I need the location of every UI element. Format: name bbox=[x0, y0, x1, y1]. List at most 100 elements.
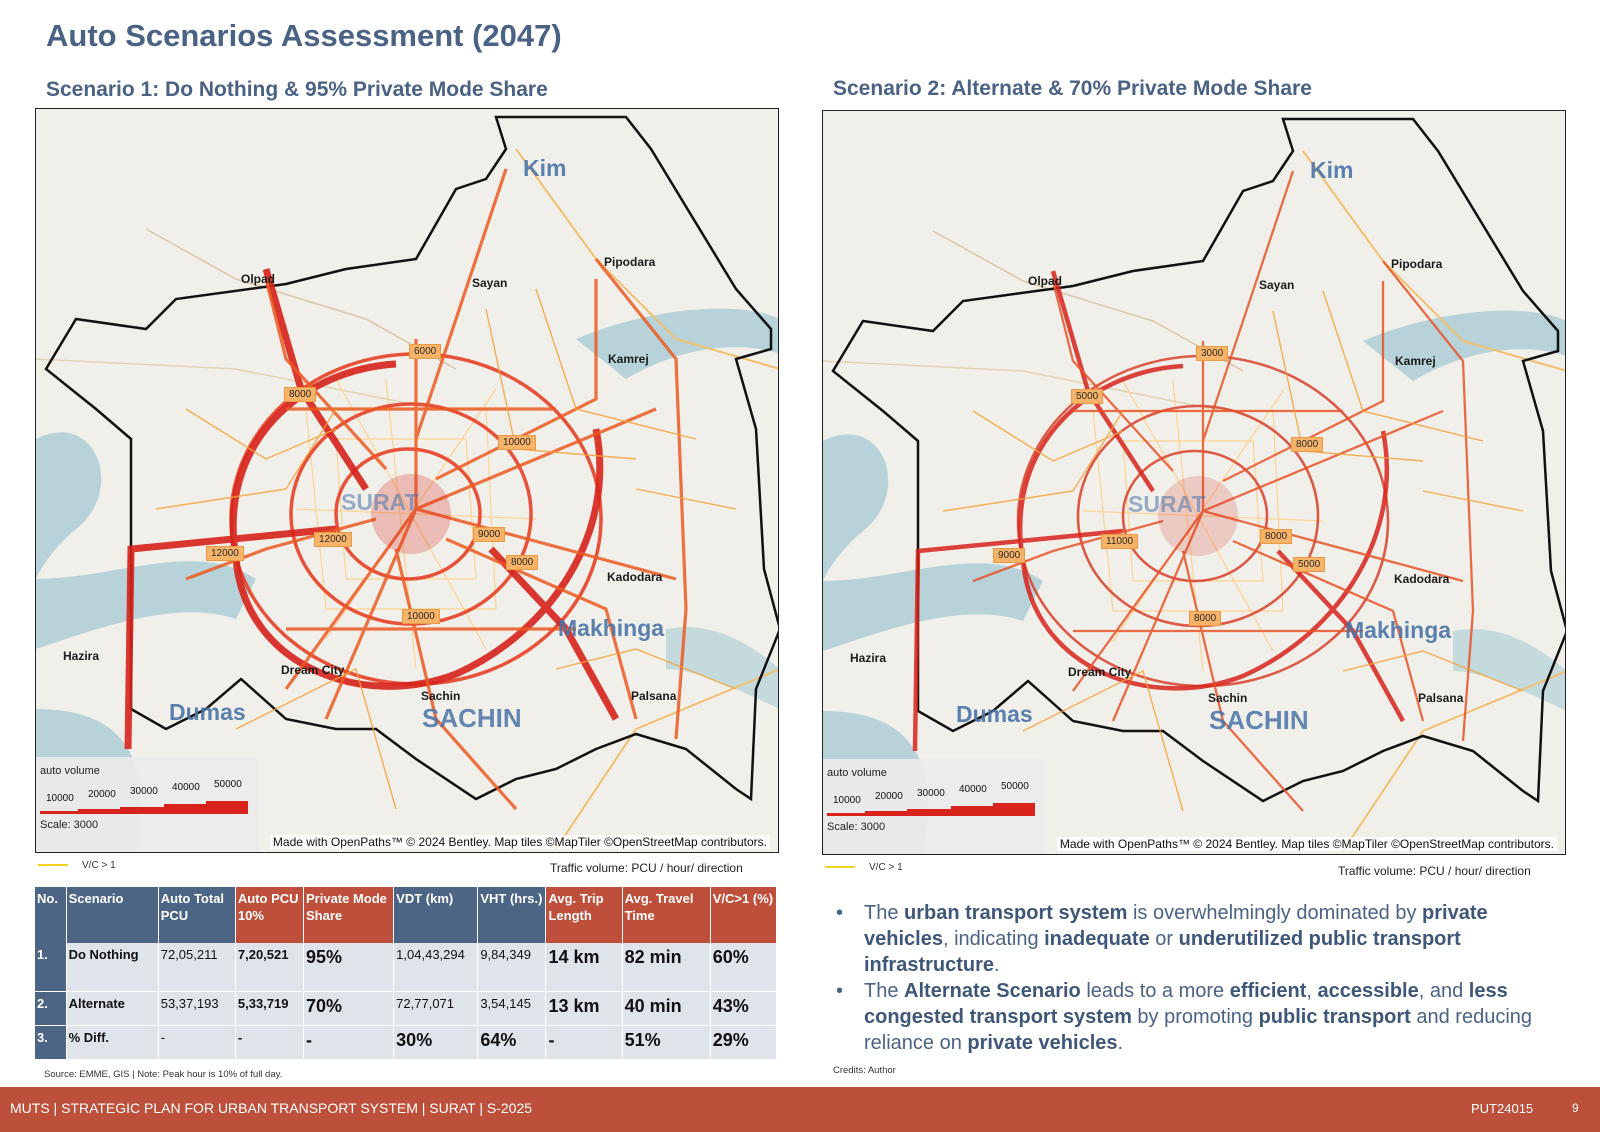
table-row: 3. % Diff. - - - 30% 64% - 51% 29% bbox=[35, 1025, 778, 1060]
map1-label-sayan: Sayan bbox=[472, 276, 508, 290]
map2-legend: auto volume 10000 20000 30000 40000 5000… bbox=[823, 759, 1045, 854]
legend-step: 20000 bbox=[88, 789, 116, 800]
map2-label-olpad: Olpad bbox=[1028, 274, 1063, 288]
table-row: 2. Alternate 53,37,193 5,33,719 70% 72,7… bbox=[35, 991, 778, 1026]
map2-label-kadodara: Kadodara bbox=[1394, 572, 1450, 586]
col-private-mode-share: Private Mode Share bbox=[303, 887, 395, 943]
cell-avg-travel-time: 82 min bbox=[622, 943, 711, 992]
map2-volume-tag: 3000 bbox=[1196, 346, 1229, 361]
map2-label-hazira: Hazira bbox=[850, 651, 887, 665]
footer-bar: MUTS | STRATEGIC PLAN FOR URBAN TRANSPOR… bbox=[0, 1087, 1600, 1132]
legend-title: auto volume bbox=[827, 767, 887, 779]
map1-credit: Made with OpenPaths™ © 2024 Bentley. Map… bbox=[269, 835, 770, 849]
map1-label-pipodara: Pipodara bbox=[604, 255, 656, 269]
cell-no: 1. bbox=[35, 943, 67, 992]
map2-volume-tag: 5000 bbox=[1293, 557, 1326, 572]
map1-volume-tag: 12000 bbox=[314, 532, 352, 547]
legend-step: 20000 bbox=[875, 791, 903, 802]
cell-avg-trip-length: 14 km bbox=[545, 943, 623, 992]
map2-label-surat: SURAT bbox=[1128, 491, 1206, 517]
map2-label-sayan: Sayan bbox=[1259, 278, 1295, 292]
map1-volume-tag: 10000 bbox=[402, 609, 440, 624]
map1-volume-tag: 12000 bbox=[206, 546, 244, 561]
results-table: No. Scenario Auto Total PCU Auto PCU 10%… bbox=[35, 887, 778, 1060]
legend-step: 40000 bbox=[172, 782, 200, 793]
scenario2-map: Kim Olpad Sayan Pipodara Kamrej SURAT Ka… bbox=[822, 110, 1566, 855]
vc-label: V/C > 1 bbox=[82, 860, 116, 871]
map1-vc-legend: V/C > 1 bbox=[38, 860, 116, 871]
cell-vc: 29% bbox=[710, 1025, 778, 1060]
scenario2-heading: Scenario 2: Alternate & 70% Private Mode… bbox=[833, 77, 1312, 100]
vc-line-swatch bbox=[825, 866, 855, 869]
map1-volume-tag: 6000 bbox=[409, 344, 442, 359]
cell-auto-pcu-10: - bbox=[235, 1025, 305, 1060]
cell-auto-pcu-10: 5,33,719 bbox=[235, 991, 305, 1026]
footer-title: MUTS | STRATEGIC PLAN FOR URBAN TRANSPOR… bbox=[10, 1100, 533, 1116]
legend-step: 30000 bbox=[130, 786, 158, 797]
cell-vdt: 1,04,43,294 bbox=[393, 943, 479, 992]
cell-vdt: 72,77,071 bbox=[393, 991, 479, 1026]
legend-step: 10000 bbox=[46, 793, 74, 804]
map2-vc-legend: V/C > 1 bbox=[825, 862, 903, 873]
cell-auto-total-pcu: - bbox=[158, 1025, 236, 1060]
cell-avg-trip-length: - bbox=[545, 1025, 623, 1060]
col-scenario: Scenario bbox=[66, 887, 159, 943]
table-row: 1. Do Nothing 72,05,211 7,20,521 95% 1,0… bbox=[35, 943, 778, 992]
map2-label-dumas: Dumas bbox=[956, 701, 1033, 727]
map2-label-kamrej: Kamrej bbox=[1395, 354, 1436, 368]
scenario1-heading: Scenario 1: Do Nothing & 95% Private Mod… bbox=[46, 78, 548, 101]
cell-private-mode-share: 95% bbox=[303, 943, 395, 992]
map2-label-palsana: Palsana bbox=[1418, 691, 1464, 705]
cell-avg-travel-time: 40 min bbox=[622, 991, 711, 1026]
col-vht: VHT (hrs.) bbox=[477, 887, 547, 943]
legend-bars bbox=[40, 801, 248, 814]
map1-label-sachin-small: Sachin bbox=[421, 689, 461, 703]
map2-base bbox=[823, 111, 1565, 854]
map1-label-dumas: Dumas bbox=[169, 699, 246, 725]
legend-bars bbox=[827, 803, 1035, 816]
map2-scale: Scale: 3000 bbox=[827, 821, 886, 833]
map2-label-kim: Kim bbox=[1310, 157, 1354, 183]
map2-volume-tag: 8000 bbox=[1189, 611, 1222, 626]
cell-vht: 3,54,145 bbox=[477, 991, 547, 1026]
map2-label-sachin-small: Sachin bbox=[1208, 691, 1248, 705]
legend-step: 50000 bbox=[214, 779, 242, 790]
cell-vht: 64% bbox=[477, 1025, 547, 1060]
col-vc: V/C>1 (%) bbox=[710, 887, 778, 943]
legend-title: auto volume bbox=[40, 765, 100, 777]
cell-avg-trip-length: 13 km bbox=[545, 991, 623, 1026]
map1-label-kamrej: Kamrej bbox=[608, 352, 649, 366]
cell-vc: 60% bbox=[710, 943, 778, 992]
col-avg-trip-length: Avg. Trip Length bbox=[545, 887, 623, 943]
cell-auto-total-pcu: 53,37,193 bbox=[158, 991, 236, 1026]
map1-base bbox=[36, 109, 778, 852]
map2-label-dream-city: Dream City bbox=[1068, 665, 1132, 679]
findings-list: The urban transport system is overwhelmi… bbox=[833, 900, 1553, 1056]
vc-label: V/C > 1 bbox=[869, 862, 903, 873]
cell-vc: 43% bbox=[710, 991, 778, 1026]
map2-volume-tag: 8000 bbox=[1291, 437, 1324, 452]
map1-label-surat: SURAT bbox=[341, 489, 419, 515]
map1-volume-tag: 8000 bbox=[506, 555, 539, 570]
cell-avg-travel-time: 51% bbox=[622, 1025, 711, 1060]
cell-vdt: 30% bbox=[393, 1025, 479, 1060]
map2-volume-tag: 5000 bbox=[1071, 389, 1104, 404]
map1-legend: auto volume 10000 20000 30000 40000 5000… bbox=[36, 757, 258, 852]
page-number: 9 bbox=[1572, 1101, 1579, 1115]
credits-note: Credits: Author bbox=[833, 1065, 896, 1076]
cell-auto-total-pcu: 72,05,211 bbox=[158, 943, 236, 992]
finding-item: The urban transport system is overwhelmi… bbox=[833, 900, 1553, 978]
cell-auto-pcu-10: 7,20,521 bbox=[235, 943, 305, 992]
page-title: Auto Scenarios Assessment (2047) bbox=[46, 18, 562, 53]
map1-label-kadodara: Kadodara bbox=[607, 570, 663, 584]
cell-private-mode-share: 70% bbox=[303, 991, 395, 1026]
map1-label-sachin-big: SACHIN bbox=[422, 703, 522, 733]
map1-volume-tag: 8000 bbox=[284, 387, 317, 402]
scenario1-map: Kim Olpad Sayan Pipodara Kamrej SURAT Ka… bbox=[35, 108, 779, 853]
map2-traffic-note: Traffic volume: PCU / hour/ direction bbox=[1338, 864, 1531, 878]
cell-scenario: Do Nothing bbox=[66, 943, 159, 992]
footer-project-code: PUT24015 bbox=[1471, 1101, 1534, 1116]
map2-volume-tag: 9000 bbox=[993, 548, 1026, 563]
map1-volume-tag: 9000 bbox=[473, 527, 506, 542]
cell-no: 3. bbox=[35, 1025, 67, 1060]
